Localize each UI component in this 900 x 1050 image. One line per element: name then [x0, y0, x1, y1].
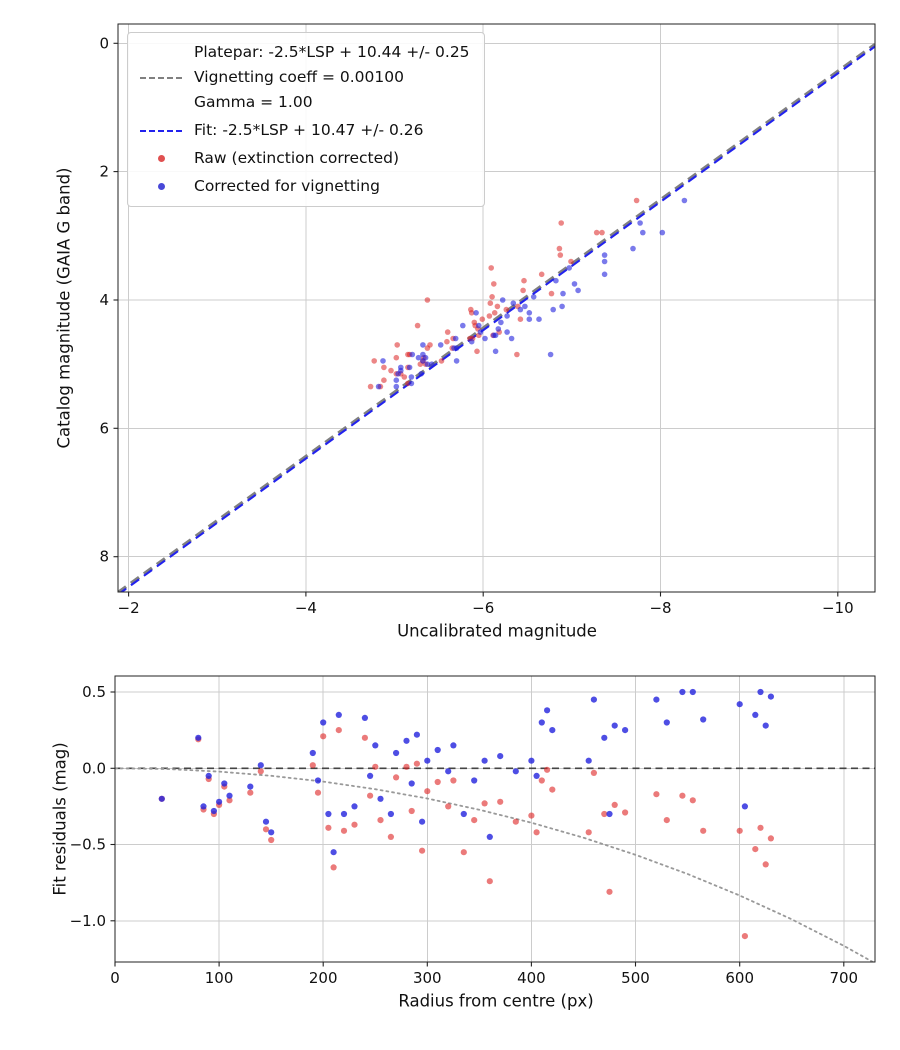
x-tick-label: 200 — [309, 969, 338, 987]
platepar-line-sample — [140, 76, 182, 79]
x-tick-label: 100 — [205, 969, 234, 987]
tick-labels: −2 −4 −6 −8 −10 0 2 4 6 8 — [99, 34, 853, 617]
top-y-axis-label: Catalog magnitude (GAIA G band) — [54, 167, 74, 449]
legend-handle — [138, 183, 184, 190]
x-tick-label: 0 — [110, 969, 120, 987]
y-tick-label: −0.5 — [70, 836, 106, 854]
tick-marks — [110, 691, 845, 967]
tick-labels: 0 100 200 300 400 500 600 700 0.5 0.0 −0.5 −1.0 — [70, 683, 859, 987]
x-tick-label: −10 — [822, 599, 854, 617]
y-tick-label: 6 — [99, 419, 109, 437]
top-x-axis-label: Uncalibrated magnitude — [397, 621, 597, 641]
legend-platepar-text: Platepar: -2.5*LSP + 10.44 +/- 0.25 Vign… — [194, 40, 470, 115]
corrected-label: Corrected for vignetting — [194, 177, 380, 195]
x-tick-label: −6 — [472, 599, 494, 617]
y-tick-label: 8 — [99, 548, 109, 566]
fit-equation: Fit: -2.5*LSP + 10.47 +/- 0.26 — [194, 121, 424, 139]
corrected-residuals — [158, 688, 775, 856]
grid — [114, 676, 875, 962]
y-tick-label: 2 — [99, 163, 109, 181]
legend: Platepar: -2.5*LSP + 10.44 +/- 0.25 Vign… — [127, 32, 485, 207]
gamma-text: Gamma = 1.00 — [194, 93, 313, 111]
y-tick-label: 0.0 — [82, 759, 106, 777]
legend-handle — [138, 155, 184, 162]
x-tick-label: −4 — [295, 599, 317, 617]
fit-line-sample — [140, 129, 182, 132]
x-tick-label: −8 — [649, 599, 671, 617]
raw-label: Raw (extinction corrected) — [194, 149, 400, 167]
x-tick-label: 400 — [517, 969, 546, 987]
legend-handle — [138, 129, 184, 132]
bottom-x-axis-label: Radius from centre (px) — [398, 991, 594, 1011]
legend-entry-raw: Raw (extinction corrected) — [138, 146, 470, 171]
y-tick-label: −1.0 — [70, 912, 106, 930]
x-tick-label: −2 — [118, 599, 140, 617]
x-tick-label: 700 — [829, 969, 858, 987]
vignetting-coeff-text: Vignetting coeff = 0.00100 — [194, 68, 404, 86]
raw-points — [367, 197, 640, 390]
platepar-equation: Platepar: -2.5*LSP + 10.44 +/- 0.25 — [194, 43, 470, 61]
legend-entry-platepar: Platepar: -2.5*LSP + 10.44 +/- 0.25 Vign… — [138, 40, 470, 115]
bottom-y-axis-label: Fit residuals (mag) — [50, 742, 70, 896]
y-tick-label: 0.5 — [82, 683, 106, 701]
y-tick-label: 4 — [99, 291, 109, 309]
tick-marks — [113, 42, 839, 597]
x-tick-label: 600 — [725, 969, 754, 987]
y-tick-label: 0 — [99, 34, 109, 52]
fit-line — [119, 45, 875, 592]
legend-entry-corrected: Corrected for vignetting — [138, 174, 470, 199]
platepar-line — [118, 43, 875, 592]
vignetting-model-curve — [115, 767, 875, 962]
legend-handle — [138, 76, 184, 79]
raw-dot-sample — [157, 155, 165, 162]
vignetting-corrected-points — [375, 197, 688, 390]
axes-border — [117, 23, 876, 593]
legend-entry-fit: Fit: -2.5*LSP + 10.47 +/- 0.26 — [138, 118, 470, 143]
axes-border — [114, 675, 876, 963]
x-tick-label: 500 — [621, 969, 650, 987]
raw-residuals — [158, 727, 775, 940]
x-tick-label: 300 — [413, 969, 442, 987]
corrected-dot-sample — [157, 183, 165, 190]
fit-residuals-plot: 0 100 200 300 400 500 600 700 0.5 0.0 −0.5 −1.0 — [70, 675, 876, 987]
